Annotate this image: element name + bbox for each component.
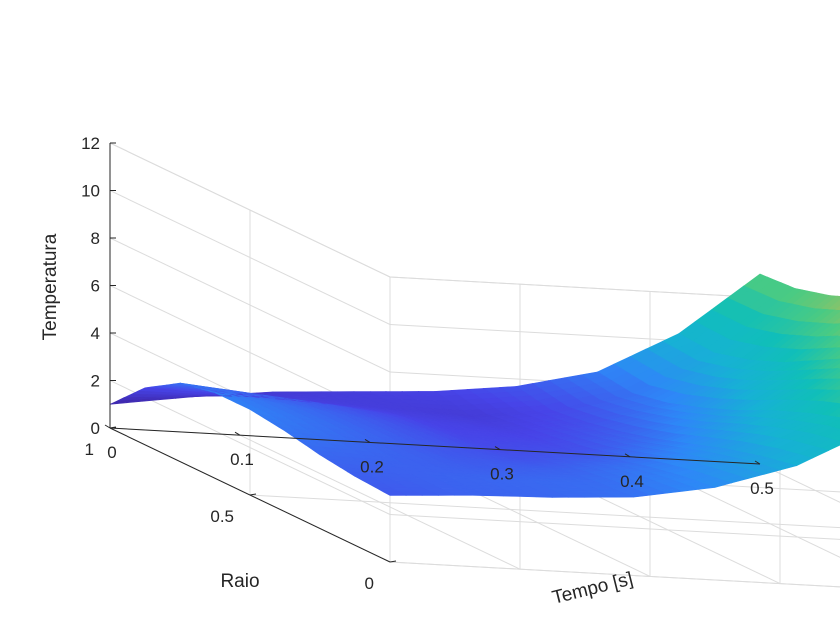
surface-patch: [109, 399, 134, 405]
x-tick-label: 0.3: [490, 465, 514, 484]
y-tick-label: 0: [365, 574, 374, 593]
grid-line: [109, 237, 391, 373]
z-tick-label: 8: [91, 229, 100, 248]
surface-patch: [545, 493, 569, 498]
z-tick-label: 6: [91, 277, 100, 296]
y-tick-mark: [249, 493, 257, 496]
x-axis-label: Tempo [s]: [550, 569, 635, 609]
x-tick-label: 0.2: [360, 457, 384, 476]
z-tick-label: 2: [91, 372, 100, 391]
z-tick-label: 0: [91, 419, 100, 438]
grid-line: [109, 380, 391, 515]
z-tick-label: 4: [91, 324, 100, 343]
grid-line: [389, 514, 840, 540]
x-tick-label: 0.5: [750, 479, 774, 498]
y-tick-label: 0.5: [210, 507, 234, 526]
surface-patch: [382, 491, 407, 496]
z-axis-label: Temperatura: [40, 233, 61, 340]
x-tick-label: 0: [107, 443, 116, 462]
z-tick-label: 12: [81, 134, 100, 153]
x-tick-mark: [624, 453, 631, 458]
box-edge: [389, 276, 840, 303]
x-tick-mark: [104, 424, 111, 429]
grid-line: [759, 463, 840, 503]
grid-line: [249, 494, 840, 529]
x-tick-mark: [494, 446, 501, 451]
grid-line: [109, 190, 391, 325]
x-tick-label: 0.1: [230, 450, 254, 469]
z-tick-label: 10: [81, 182, 100, 201]
x-tick-mark: [234, 431, 241, 436]
y-tick-mark: [389, 560, 397, 563]
y-tick-label: 1: [85, 440, 94, 459]
x-tick-mark: [754, 460, 761, 465]
x-tick-mark: [364, 438, 371, 443]
grid-line: [389, 561, 840, 588]
x-axis-line: [109, 427, 761, 465]
surface-plot: [109, 273, 840, 498]
y-axis-label: Raio: [220, 571, 259, 592]
box-edge: [109, 142, 391, 278]
x-tick-label: 0.4: [620, 472, 644, 491]
